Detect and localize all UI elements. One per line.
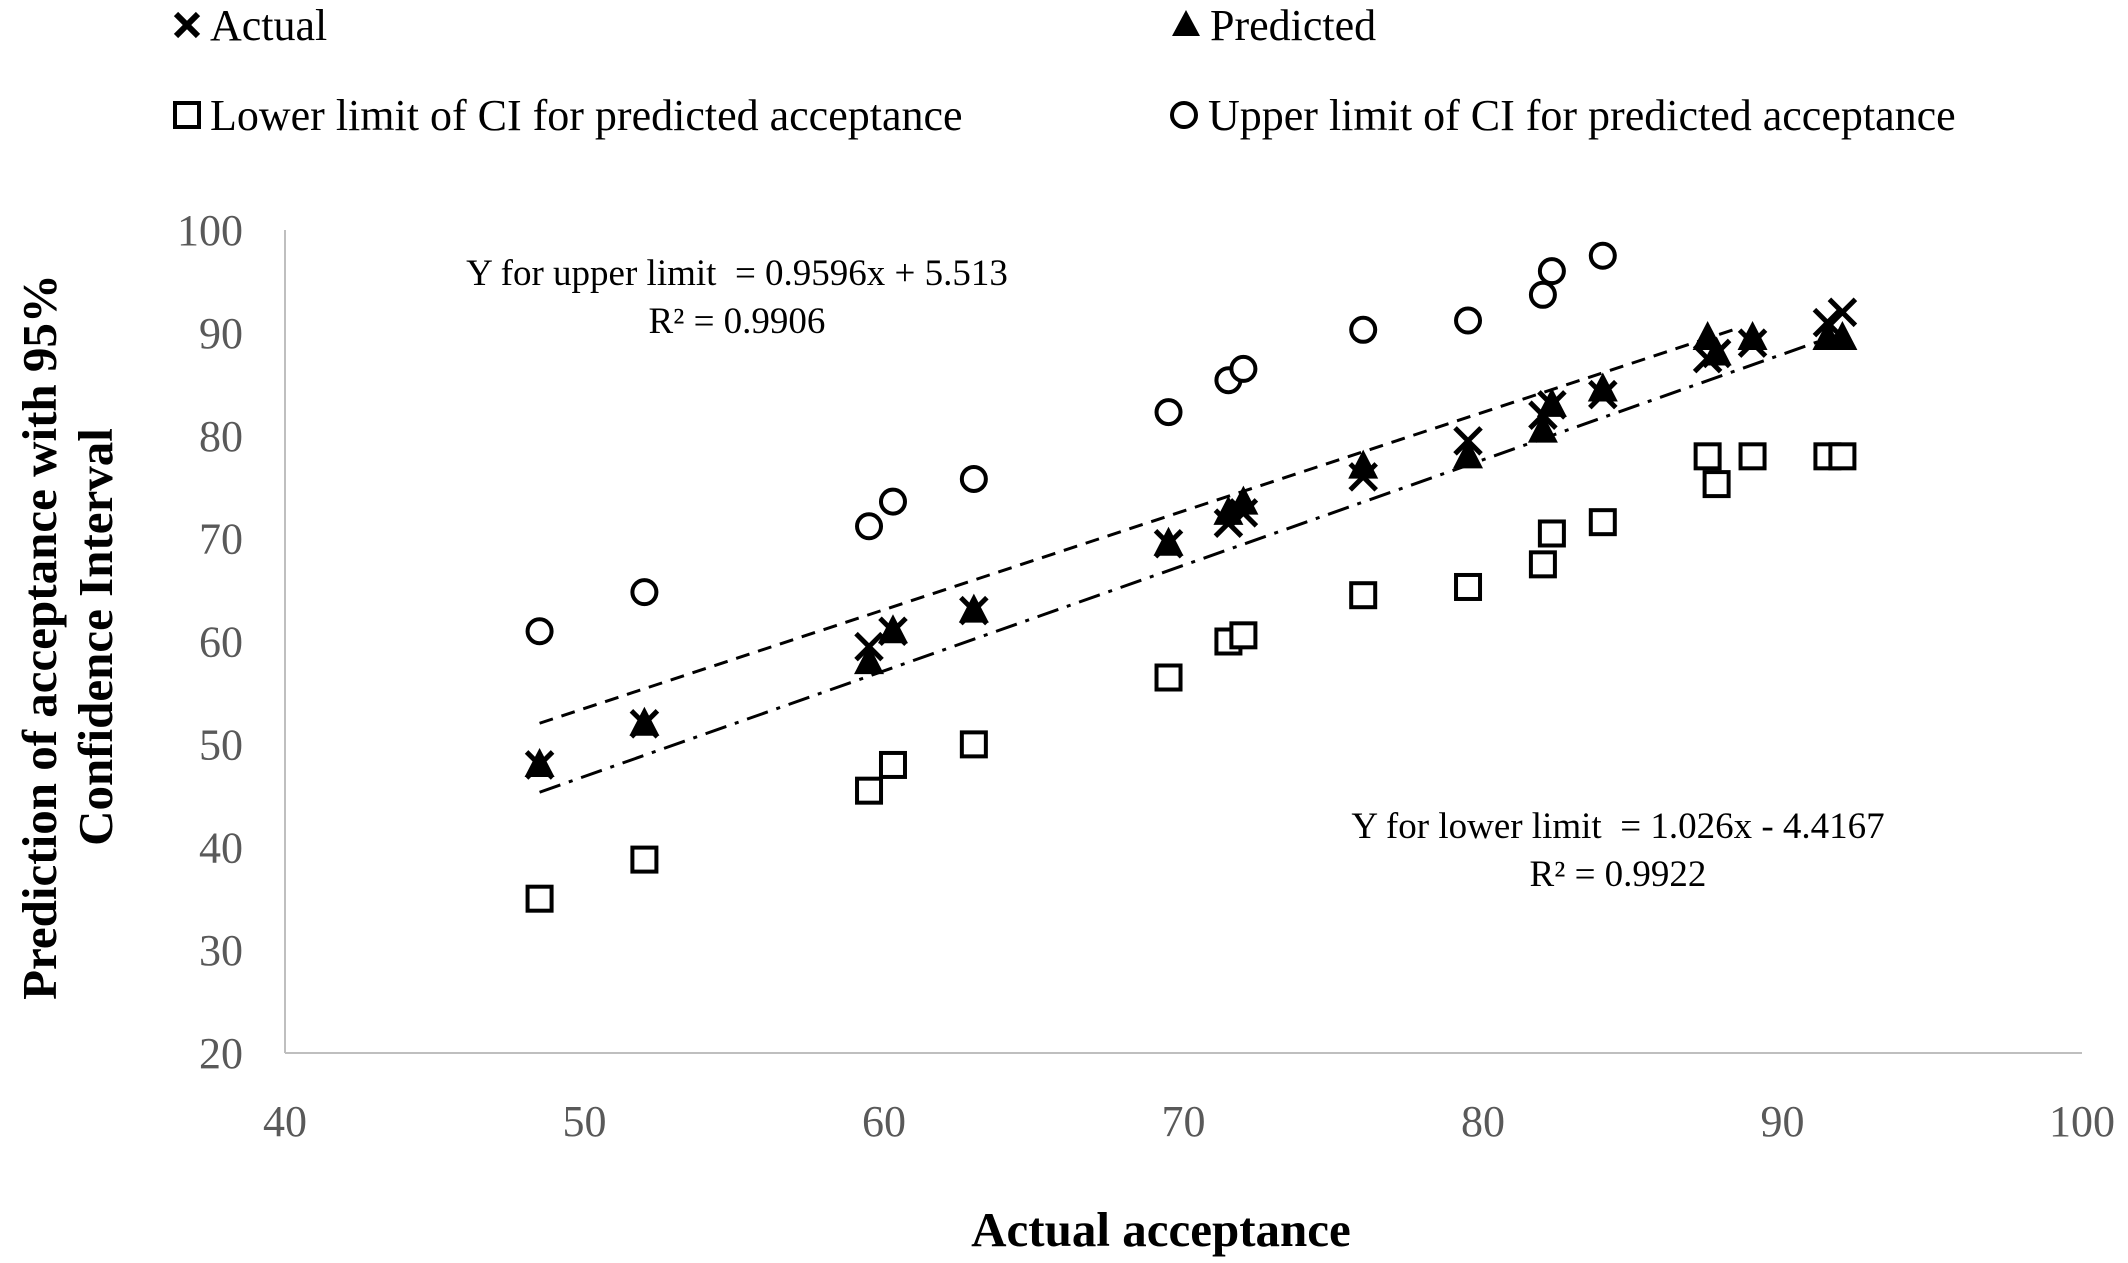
actual-point (1701, 338, 1732, 369)
y-tick-label: 60 (199, 618, 243, 667)
actual-point (1537, 390, 1567, 420)
upper-trendline-equation: Y for upper limit = 0.9596x + 5.513 (466, 253, 1008, 294)
lower-limit-point (959, 730, 988, 759)
y-tick-label: 90 (199, 309, 243, 358)
x-axis-title: Actual acceptance (971, 1202, 1351, 1257)
predicted-point (1737, 321, 1768, 351)
x-tick-label: 90 (1761, 1097, 1805, 1146)
y-tick-label: 20 (199, 1029, 243, 1078)
upper-limit-point (855, 512, 884, 541)
y-tick-labels: 20 30 40 50 60 70 80 90 100 (177, 206, 243, 1078)
lower-limit-point (1828, 442, 1857, 471)
predicted-point (1827, 321, 1858, 351)
x-tick-label: 60 (862, 1097, 906, 1146)
legend-label-upper-limit: Upper limit of CI for predicted acceptan… (1208, 91, 1956, 140)
y-tick-label: 70 (199, 515, 243, 564)
actual-point (878, 616, 908, 646)
legend-label-actual: Actual (210, 1, 327, 50)
actual-point (1812, 307, 1843, 338)
actual-point (1228, 498, 1259, 528)
upper-limit-point (1454, 306, 1483, 335)
lower-limit-point (1693, 442, 1722, 471)
y-tick-label: 30 (199, 926, 243, 975)
actual-point (524, 750, 555, 780)
legend-item-predicted: Predicted (1172, 1, 1376, 50)
trendlines (539, 326, 1843, 794)
x-tick-label: 50 (563, 1097, 607, 1146)
x-tick-labels: 40 50 60 70 80 90 100 (263, 1097, 2115, 1146)
upper-limit-point (1229, 354, 1258, 383)
lower-limit-point (1738, 442, 1767, 471)
lower-limit-point (525, 884, 554, 913)
lower-limit-point (1537, 519, 1566, 548)
upper-limit-point (1154, 398, 1183, 427)
upper-trendline-label: Y for upper limit = 0.9596x + 5.513 R² =… (466, 253, 1008, 342)
actual-point (1737, 328, 1768, 358)
lower-limit-point (1454, 572, 1483, 601)
upper-limit-point (959, 464, 988, 493)
upper-limit-point (1537, 257, 1566, 286)
lower-trendline-r2: R² = 0.9922 (1530, 854, 1707, 895)
y-axis-title-line-1: Prediction of acceptance with 95% (12, 274, 67, 1000)
lower-limit-point (1154, 663, 1183, 692)
legend-marker-square-icon (173, 101, 201, 129)
y-tick-label: 80 (199, 412, 243, 461)
legend-marker-x-icon (173, 11, 201, 39)
predicted-point (854, 645, 885, 675)
legend-item-upper-limit: Upper limit of CI for predicted acceptan… (1170, 91, 1956, 140)
legend-label-lower-limit: Lower limit of CI for predicted acceptan… (210, 91, 963, 140)
actual-point (854, 631, 884, 662)
legend-marker-circle-icon (1170, 101, 1198, 129)
y-tick-label: 50 (199, 720, 243, 769)
legend: Actual Predicted Lower limit of CI for p… (173, 1, 1956, 140)
actual-point (629, 709, 660, 739)
predicted-point (1453, 439, 1484, 469)
upper-limit-point (525, 617, 554, 646)
data-markers (524, 241, 1858, 913)
actual-point (1827, 297, 1858, 328)
x-tick-label: 100 (2049, 1097, 2115, 1146)
actual-point (1348, 462, 1378, 492)
actual-point (959, 595, 989, 626)
legend-marker-triangle-icon (1172, 10, 1200, 36)
lower-limit-point (855, 776, 884, 805)
upper-limit-point (1588, 241, 1617, 270)
lower-limit-point (1528, 550, 1557, 579)
actual-point (1453, 426, 1483, 456)
legend-item-lower-limit: Lower limit of CI for predicted acceptan… (173, 91, 963, 140)
legend-item-actual: Actual (173, 1, 327, 50)
y-axis-title: Prediction of acceptance with 95% Confid… (12, 274, 123, 1000)
y-tick-label: 40 (199, 823, 243, 872)
lower-limit-point (1702, 470, 1731, 499)
upper-trendline-r2: R² = 0.9906 (649, 301, 826, 342)
predicted-point (1587, 372, 1618, 402)
lower-limit-point (630, 845, 659, 874)
y-tick-label: 100 (177, 206, 243, 255)
upper-limit-point (630, 578, 659, 607)
upper-limit-point (1349, 315, 1378, 344)
x-tick-label: 80 (1461, 1097, 1505, 1146)
upper-limit-point (1528, 280, 1557, 309)
lower-limit-point (1349, 581, 1378, 610)
legend-label-predicted: Predicted (1210, 1, 1376, 50)
y-axis-title-line-2: Confidence Interval (68, 428, 123, 846)
upper-limit-point (878, 487, 907, 516)
actual-point (1213, 508, 1244, 538)
predicted-point (1527, 413, 1558, 443)
x-tick-label: 70 (1162, 1097, 1206, 1146)
actual-point (1588, 379, 1618, 410)
lower-limit-point (878, 750, 907, 779)
upper-limit-trendline (539, 326, 1739, 725)
x-tick-label: 40 (263, 1097, 307, 1146)
lower-trendline-equation: Y for lower limit = 1.026x - 4.4167 (1351, 806, 1884, 847)
lower-limit-trendline (539, 331, 1843, 794)
lower-limit-point (1588, 508, 1617, 537)
lower-limit-point (1229, 621, 1258, 650)
actual-point (1153, 529, 1184, 559)
lower-trendline-label: Y for lower limit = 1.026x - 4.4167 R² =… (1351, 806, 1884, 895)
